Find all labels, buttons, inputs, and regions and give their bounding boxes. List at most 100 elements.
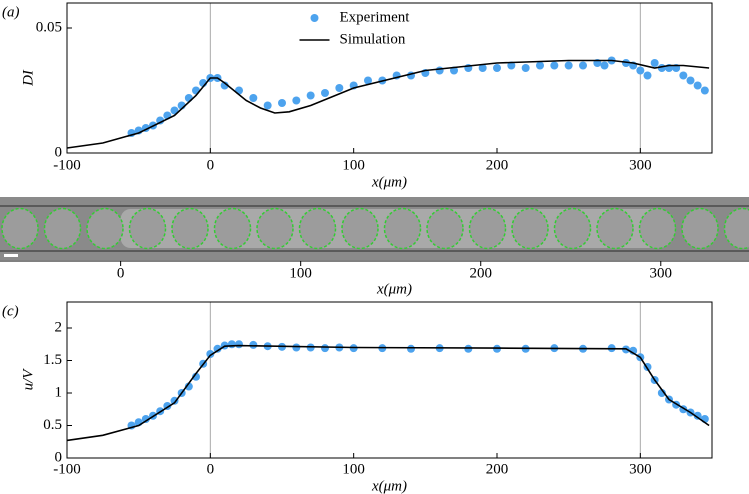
data-point xyxy=(693,411,702,420)
data-point xyxy=(213,344,222,353)
cell xyxy=(596,207,634,250)
y-tick-label: 0.05 xyxy=(36,19,62,35)
data-point xyxy=(292,343,301,352)
x-tick-label: 0 xyxy=(117,265,125,281)
data-point xyxy=(335,84,344,92)
data-point xyxy=(292,96,301,105)
x-axis-label: x(μm) xyxy=(371,478,407,494)
data-point xyxy=(206,350,215,358)
x-tick-label: 300 xyxy=(629,157,652,173)
x-axis-label: x(μm) xyxy=(376,281,412,297)
data-point xyxy=(249,94,258,102)
y-tick-label: 0 xyxy=(55,449,63,465)
cell xyxy=(511,207,549,250)
data-point xyxy=(407,344,415,353)
cell xyxy=(681,207,719,250)
x-tick-label: 300 xyxy=(650,265,673,281)
data-point xyxy=(579,61,587,70)
data-point xyxy=(435,66,444,75)
x-tick-label: 100 xyxy=(342,461,365,477)
y-tick-label: 1.5 xyxy=(43,352,62,368)
data-point xyxy=(227,340,236,349)
cell xyxy=(426,207,464,250)
channel-wall xyxy=(0,205,749,207)
cell xyxy=(723,207,749,250)
line xyxy=(66,344,710,442)
line xyxy=(66,59,710,149)
panel-label: (c) xyxy=(2,303,19,319)
data-point xyxy=(184,94,193,102)
x-tick-label: 300 xyxy=(629,461,652,477)
data-point xyxy=(686,76,695,85)
panel-label: (a) xyxy=(2,4,20,20)
data-point xyxy=(321,344,329,353)
data-point xyxy=(184,382,193,391)
data-point xyxy=(478,64,487,72)
y-tick-label: 0 xyxy=(55,144,63,160)
data-point xyxy=(550,61,559,70)
data-point xyxy=(249,340,258,349)
y-tick-label: 1 xyxy=(55,384,63,400)
data-point xyxy=(321,89,329,97)
data-point xyxy=(521,64,530,72)
cell xyxy=(43,207,82,250)
data-point xyxy=(278,99,286,107)
legend-marker xyxy=(310,14,319,22)
data-point xyxy=(636,66,645,75)
data-point xyxy=(464,344,473,353)
x-tick-label: 200 xyxy=(486,157,509,173)
data-point xyxy=(679,71,688,80)
cell xyxy=(171,207,209,250)
data-point xyxy=(643,71,652,80)
data-point xyxy=(141,415,150,423)
data-point xyxy=(693,81,702,90)
data-point xyxy=(700,86,709,95)
data-point xyxy=(507,61,516,70)
plot-frame xyxy=(66,301,713,459)
x-tick-label: -100 xyxy=(53,157,81,173)
cell xyxy=(86,207,124,250)
cell xyxy=(341,207,379,250)
y-axis-label: DI xyxy=(20,69,36,87)
data-point xyxy=(364,76,372,85)
x-tick-label: -100 xyxy=(53,461,81,477)
x-tick-label: 100 xyxy=(289,265,312,281)
cell xyxy=(638,207,677,250)
x-tick-label: 200 xyxy=(486,461,509,477)
cell xyxy=(213,207,252,250)
cell xyxy=(298,207,337,250)
cell xyxy=(383,207,422,250)
cell xyxy=(1,207,39,250)
data-point xyxy=(657,389,666,397)
x-tick-label: 0 xyxy=(207,157,215,173)
data-point xyxy=(220,81,229,90)
data-point xyxy=(600,61,609,70)
data-point xyxy=(493,64,501,72)
cell xyxy=(128,207,167,250)
cell xyxy=(468,207,507,250)
data-point xyxy=(650,59,659,67)
y-axis-label: u/V xyxy=(20,368,36,391)
y-tick-label: 0.5 xyxy=(43,417,62,433)
x-tick-label: 0 xyxy=(207,461,215,477)
x-tick-label: 200 xyxy=(469,265,492,281)
data-point xyxy=(306,91,315,100)
data-point xyxy=(156,116,165,125)
data-point xyxy=(235,340,243,349)
data-point xyxy=(170,106,179,115)
data-point xyxy=(536,61,544,70)
data-point xyxy=(622,59,630,67)
cell xyxy=(553,207,592,250)
data-point xyxy=(263,101,272,110)
data-point xyxy=(192,372,200,381)
legend-label: Simulation xyxy=(340,31,406,47)
cell xyxy=(256,207,294,250)
x-tick-label: 100 xyxy=(342,157,365,173)
y-tick-label: 2 xyxy=(55,319,63,335)
plot-frame xyxy=(66,2,713,154)
data-point xyxy=(564,61,573,70)
x-axis-label: x(μm) xyxy=(371,174,407,190)
legend-label: Experiment xyxy=(340,9,411,25)
channel-wall xyxy=(0,250,749,252)
